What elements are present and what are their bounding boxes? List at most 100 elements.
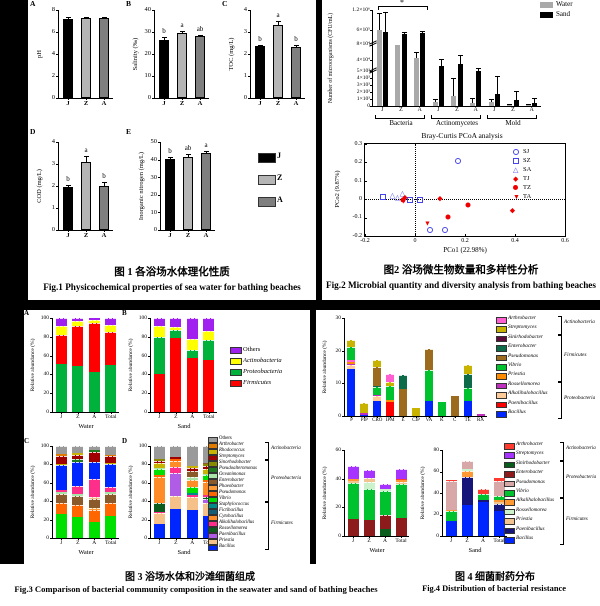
segment-Oceanimonas [105, 492, 117, 494]
legend-group-label: Firmicutes [564, 352, 587, 359]
segment-Others [72, 318, 84, 321]
segment-Vibrio [424, 369, 433, 402]
legend-swatch [208, 509, 218, 515]
y-tick [152, 32, 155, 33]
bar-A [291, 46, 301, 98]
x-tick-label: J [162, 100, 166, 107]
legend-swatch [208, 491, 218, 497]
legend-swatch [230, 347, 242, 354]
y-tick [158, 177, 161, 179]
error-bar [187, 154, 189, 158]
segment-Alkalihalobacillus [373, 396, 382, 402]
y-axis-label: Relative abundance (%) [322, 466, 328, 520]
x-tick [94, 538, 96, 540]
x-tick-label: VA [425, 418, 433, 423]
legend-label: Pseudomonas [516, 478, 545, 485]
zero-line-horizontal [365, 199, 565, 201]
error-cap [101, 182, 107, 184]
bar-J [63, 187, 73, 230]
legend-group-label: Actinobacteria [271, 446, 301, 451]
x-tick [369, 536, 370, 538]
y-tick-label: 8 [51, 6, 55, 14]
x-tick-label: P [350, 418, 353, 423]
y-tick [148, 318, 151, 319]
error-cap [179, 31, 185, 33]
bar-Z [81, 17, 91, 98]
y-axis-label: Relative abundance (%) [420, 466, 426, 520]
figure4-card: 0 10 20 30 P PIP CRO IPM E CIP VA K C TE RA Relative ab… [316, 310, 600, 564]
segment-Bacillus [424, 401, 433, 416]
segment-Bacillus [477, 502, 489, 536]
legend-label: Sinirhodobacter [516, 459, 550, 466]
y-tick [50, 355, 53, 357]
segment-Vibrio [463, 387, 472, 402]
segment-Paenibacillus [477, 499, 489, 503]
x-tick [480, 416, 482, 418]
x-tick-label: A [92, 540, 97, 546]
legend-label: Enterobacter [516, 469, 544, 476]
figure2-card: 0 1×10³ 2×10³ 3×10³ 4×10³ 5×10³ 4×10⁴ 8×10⁴ 6×10… [322, 0, 600, 300]
y-axis-label: Relative abundance (%) [322, 340, 328, 394]
error-bar [103, 182, 105, 186]
legend-group-label: Actinobacteria [566, 446, 596, 452]
segment-Vibrio [373, 387, 382, 396]
x-tick-label: A [529, 107, 534, 113]
error-cap [439, 59, 444, 61]
error-cap [488, 99, 494, 101]
x-tick-label: J [66, 100, 70, 107]
y-tick [148, 446, 151, 447]
x-tick [61, 412, 63, 414]
figure3-card: A 0 20 40 60 80 100 J Z A Total Water Relative abund… [24, 309, 310, 564]
figure3-caption-en: Fig.3 Comparison of bacterial community … [14, 584, 378, 594]
x-tick [61, 538, 63, 540]
legend-swatch [504, 537, 515, 544]
segment-Sinirhodobacter [379, 528, 391, 536]
pcoa-title: Bray-Curtis PCoA analysis [421, 131, 503, 140]
segment-Priestia [363, 477, 375, 482]
x-tick [110, 538, 112, 540]
segment-Bacillus [72, 461, 84, 487]
y-tick-label: 5×10³ [356, 68, 370, 75]
legend-label: Proteobacteria [243, 368, 283, 375]
segment-Enterobacter [463, 373, 472, 388]
segment-Vibrio [153, 469, 165, 476]
legend-label: Alkalihalobacillus [516, 497, 555, 504]
x-axis-label: Water [369, 547, 385, 554]
segment-Bacillus [88, 461, 100, 480]
legend-label: Rossellomorea [219, 526, 248, 531]
error-bar [497, 75, 498, 94]
panel-letter: E [126, 127, 132, 136]
error-cap [401, 31, 407, 33]
x-tick-label: Z [83, 232, 89, 239]
y-tick [365, 236, 367, 237]
legend-label: Pseudomonas [508, 352, 538, 359]
fig4-water-panel: 0 20 40 60 J Z A Total Water Relative abundance (… [316, 438, 412, 564]
plot-area: 0 20 40 60 80 J Z A Total Sand [434, 447, 507, 554]
x-tick-label: 0.2 [461, 238, 469, 244]
segment-Others [170, 318, 182, 328]
y-tick [50, 519, 53, 521]
error-cap [420, 31, 426, 33]
segment-Alkalihalobacillus [395, 479, 407, 482]
y-tick-label: 80 [43, 333, 50, 340]
legend-swatch [208, 443, 218, 449]
legend-swatch [208, 533, 218, 539]
bar-sand-Actinomycetes-A [476, 71, 482, 106]
legend-group-bracket [558, 381, 562, 420]
error-bar [478, 67, 480, 72]
legend-swatch [504, 518, 515, 525]
error-bar [422, 31, 424, 34]
x-tick [175, 412, 177, 414]
legend-swatch [504, 499, 515, 506]
legend-label: Paenibacillus [219, 532, 246, 537]
segment-Firmicutes [72, 326, 84, 366]
x-tick-label: Z [465, 538, 469, 544]
segment-Firmicutes [55, 334, 67, 365]
segment-Vibrio [347, 347, 356, 360]
x-tick-label: Z [367, 538, 371, 544]
legend-swatch [208, 515, 218, 521]
segment-Pseudomonas [55, 503, 67, 515]
segment-Pseudomonas [450, 396, 459, 416]
